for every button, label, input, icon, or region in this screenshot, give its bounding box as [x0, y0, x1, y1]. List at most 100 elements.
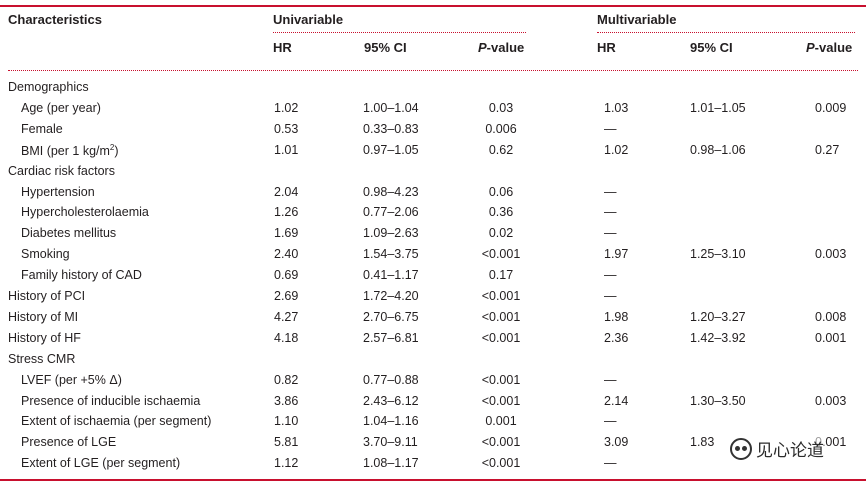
- univariable-p-cell: 0.62: [488, 142, 514, 157]
- univariable-ci-cell: 0.41–1.17: [363, 268, 419, 283]
- wechat-icon: [730, 437, 752, 460]
- univariable-hr-cell: 1.10: [274, 414, 299, 429]
- multivariable-p-cell: 0.003: [815, 247, 847, 262]
- univariable-hr-cell: 5.81: [274, 435, 299, 450]
- multivariable-p-cell: 0.27: [815, 142, 840, 157]
- header-multivariable-p: P-value: [806, 40, 853, 55]
- multivariable-hr-cell: —: [604, 456, 617, 471]
- univariable-hr-cell: 1.69: [274, 226, 299, 241]
- row-label: Extent of LGE (per segment): [21, 456, 181, 471]
- multivariable-hr-cell: 2.36: [604, 330, 629, 345]
- univariable-ci-cell: 0.97–1.05: [363, 142, 419, 157]
- univariable-hr-cell: 1.01: [274, 142, 299, 157]
- multivariable-hr-cell: —: [604, 205, 617, 220]
- multivariable-hr-cell: —: [604, 184, 617, 199]
- row-label: History of PCI: [8, 289, 86, 303]
- univariable-p-cell: 0.17: [488, 268, 514, 283]
- univariable-hr-cell: 3.86: [274, 393, 299, 408]
- univariable-p-cell: 0.03: [488, 100, 514, 115]
- univariable-hr-cell: 0.82: [274, 372, 299, 387]
- row-label: Extent of ischaemia (per segment): [21, 414, 212, 429]
- header-univariable: Univariable: [273, 12, 344, 27]
- univariable-ci-cell: 2.70–6.75: [363, 309, 419, 324]
- univariable-p-cell: <0.001: [481, 393, 521, 408]
- multivariable-p-cell: 0.009: [815, 100, 847, 115]
- multivariable-hr-cell: 3.09: [604, 435, 629, 450]
- univariable-p-cell: 0.001: [485, 414, 517, 429]
- univariable-ci-cell: 0.98–4.23: [363, 184, 419, 199]
- univariable-p-cell: 0.02: [488, 226, 514, 241]
- univariable-hr-cell: 0.69: [274, 268, 299, 283]
- row-label: History of MI: [8, 309, 79, 324]
- univariable-p-cell: 0.006: [485, 121, 517, 136]
- univariable-p-cell: <0.001: [481, 372, 521, 387]
- multivariable-hr-cell: —: [604, 289, 617, 303]
- multivariable-hr-cell: 1.97: [604, 247, 629, 262]
- univariable-p-cell: <0.001: [481, 456, 521, 471]
- row-label: Female: [21, 121, 63, 136]
- multivariable-hr-cell: —: [604, 414, 617, 429]
- univariable-ci-cell: 2.57–6.81: [363, 330, 419, 345]
- multivariable-hr-cell: —: [604, 121, 617, 136]
- univariable-ci-cell: 1.04–1.16: [363, 414, 419, 429]
- univariable-hr-cell: 1.12: [274, 456, 299, 471]
- row-label: Hypertension: [21, 184, 95, 199]
- univariable-hr-cell: 2.69: [274, 289, 299, 303]
- univariable-ci-cell: 0.33–0.83: [363, 121, 419, 136]
- header-multivariable-hr: HR: [597, 40, 616, 55]
- row-label: BMI (per 1 kg/m2): [21, 142, 119, 158]
- univariable-ci-cell: 1.09–2.63: [363, 226, 419, 241]
- univariable-hr-cell: 1.26: [274, 205, 299, 220]
- univariable-ci-cell: 1.72–4.20: [363, 289, 419, 303]
- multivariable-ci-cell: 1.01–1.05: [690, 100, 746, 115]
- multivariable-p-cell: 0.001: [815, 330, 847, 345]
- univariable-hr-cell: 4.18: [274, 330, 299, 345]
- univariable-p-cell: 0.36: [488, 205, 514, 220]
- multivariable-hr-cell: —: [604, 268, 617, 283]
- multivariable-ci-cell: 1.42–3.92: [690, 330, 746, 345]
- univariable-hr-cell: 4.27: [274, 309, 299, 324]
- row-label-superscript: 2: [109, 142, 115, 152]
- row-label-end: ): [114, 143, 119, 158]
- univariable-hr-cell: 2.40: [274, 247, 299, 262]
- multivariable-p-cell: 0.008: [815, 309, 847, 324]
- univariable-p-cell: <0.001: [481, 247, 521, 262]
- multivariable-ci-cell: 1.30–3.50: [690, 393, 746, 408]
- multivariable-hr-cell: 1.98: [604, 309, 629, 324]
- multivariable-ci-cell: 1.25–3.10: [690, 247, 746, 262]
- multivariable-hr-cell: 1.02: [604, 142, 629, 157]
- section-heading: Demographics: [8, 80, 89, 94]
- row-label: LVEF (per +5% Δ): [21, 372, 122, 387]
- multivariable-hr-cell: —: [604, 226, 617, 241]
- header-characteristics: Characteristics: [8, 12, 102, 27]
- univariable-underline: [273, 32, 526, 33]
- univariable-p-cell: <0.001: [481, 309, 521, 324]
- univariable-p-cell: <0.001: [481, 435, 521, 450]
- univariable-hr-cell: 2.04: [274, 184, 299, 199]
- header-univariable-p: P-value: [478, 40, 525, 55]
- row-label: Smoking: [21, 247, 70, 262]
- row-label: Presence of LGE: [21, 435, 117, 450]
- multivariable-hr-cell: 1.03: [604, 100, 629, 115]
- univariable-ci-cell: 3.70–9.11: [363, 435, 418, 450]
- univariable-ci-cell: 1.54–3.75: [363, 247, 419, 262]
- univariable-p-cell: 0.06: [488, 184, 514, 199]
- multivariable-ci-cell: 1.83: [690, 435, 715, 450]
- row-label: Hypercholesterolaemia: [21, 205, 149, 220]
- univariable-p-cell: <0.001: [481, 289, 521, 303]
- header-univariable-hr: HR: [273, 40, 292, 55]
- multivariable-ci-cell: 0.98–1.06: [690, 142, 746, 157]
- multivariable-ci-cell: 1.20–3.27: [690, 309, 746, 324]
- table-bottom-rule: [0, 479, 866, 481]
- univariable-ci-cell: 1.00–1.04: [363, 100, 419, 115]
- row-label: History of HF: [8, 330, 81, 345]
- watermark: 见心论道: [730, 436, 824, 461]
- table-top-rule: [0, 5, 866, 7]
- univariable-ci-cell: 1.08–1.17: [363, 456, 419, 471]
- univariable-ci-cell: 0.77–0.88: [363, 372, 419, 387]
- univariable-hr-cell: 0.53: [274, 121, 299, 136]
- header-multivariable-ci: 95% CI: [690, 40, 733, 55]
- univariable-ci-cell: 2.43–6.12: [363, 393, 419, 408]
- header-separator: [8, 70, 858, 71]
